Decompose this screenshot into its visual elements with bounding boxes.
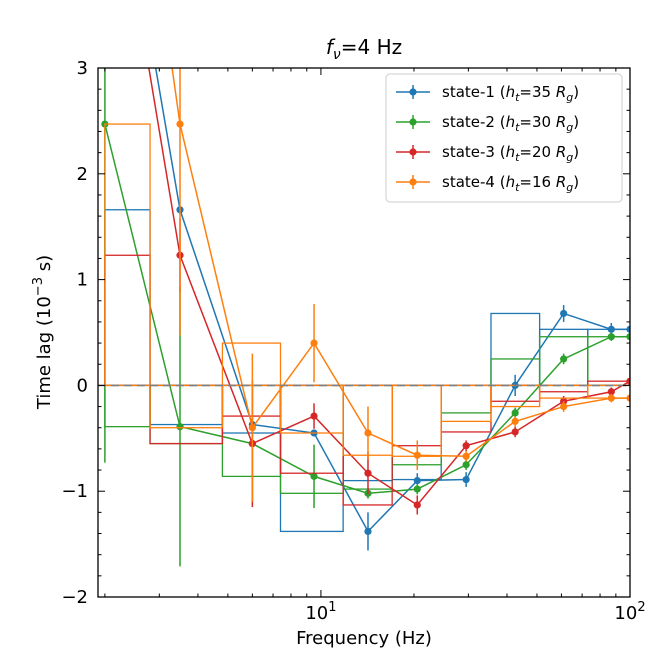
legend: state-1 (ht=35 Rg) state-2 (ht=30 Rg) stat… xyxy=(385,73,623,203)
bin-box xyxy=(279,384,344,533)
y-tick-label: 2 xyxy=(77,164,88,185)
legend-label: state-3 (ht=20 Rg) xyxy=(442,143,579,164)
data-point xyxy=(626,333,630,341)
bin-box xyxy=(149,384,224,445)
y-tick-label: 3 xyxy=(77,58,88,79)
bin-box xyxy=(104,209,151,387)
legend-box xyxy=(385,73,623,203)
data-point xyxy=(176,423,184,431)
bin-box xyxy=(490,312,541,387)
data-point xyxy=(607,333,615,341)
data-point xyxy=(626,325,630,333)
data-point xyxy=(462,475,470,484)
legend-item-state-2: state-2 (ht=30 Rg) xyxy=(396,113,579,134)
data-point xyxy=(607,388,615,396)
bin-box xyxy=(149,384,224,426)
y-tick-label: 1 xyxy=(77,270,88,291)
data-point xyxy=(364,527,372,536)
data-point xyxy=(413,501,421,509)
data-point xyxy=(607,394,615,402)
y-tick-label: 0 xyxy=(77,375,88,396)
legend-label: state-1 (ht=35 Rg) xyxy=(442,83,579,104)
legend-item-state-4: state-4 (ht=16 Rg) xyxy=(396,173,579,194)
data-point xyxy=(462,452,470,460)
data-point xyxy=(560,309,568,318)
data-point xyxy=(462,461,470,469)
bin-box xyxy=(149,384,224,429)
data-point xyxy=(310,412,318,420)
data-point xyxy=(310,472,318,480)
bin-box xyxy=(104,384,151,428)
legend-item-state-3: state-3 (ht=20 Rg) xyxy=(396,143,579,164)
data-point xyxy=(364,429,372,437)
legend-marker xyxy=(409,178,417,186)
tick-layer: −2 −1 0 1 2 3 101 102 xyxy=(61,58,645,624)
bin-box xyxy=(279,384,344,434)
legend-item-state-1: state-1 (ht=35 Rg) xyxy=(396,83,579,104)
y-tick-label: −1 xyxy=(61,481,88,502)
legend-label: state-2 (ht=30 Rg) xyxy=(442,113,579,134)
legend-marker xyxy=(409,148,417,156)
bin-box xyxy=(440,384,492,414)
data-point xyxy=(560,355,568,363)
x-tick-label: 101 xyxy=(305,600,336,624)
bin-box xyxy=(538,384,589,393)
data-point xyxy=(413,477,421,485)
bin-box xyxy=(221,342,282,387)
data-point xyxy=(462,442,470,450)
bin-box xyxy=(104,254,151,387)
bin-box xyxy=(391,384,442,447)
data-point xyxy=(560,402,568,411)
data-point xyxy=(413,485,421,493)
data-point xyxy=(511,409,519,417)
legend-marker xyxy=(409,88,417,96)
data-point xyxy=(176,120,184,128)
data-point xyxy=(626,394,630,402)
data-point xyxy=(511,428,519,436)
data-point xyxy=(607,325,615,333)
data-point xyxy=(626,377,630,385)
data-point xyxy=(248,424,256,432)
bin-box xyxy=(149,384,224,445)
y-tick-label: −2 xyxy=(61,587,88,608)
y-axis-label: Time lag (10−3 s) xyxy=(31,255,55,410)
legend-label: state-4 (ht=16 Rg) xyxy=(442,173,579,194)
data-point xyxy=(364,469,372,477)
data-point xyxy=(511,417,519,425)
plot-frame xyxy=(97,67,631,598)
data-point xyxy=(413,451,421,459)
chart-title: fν=4 Hz xyxy=(326,35,402,63)
x-tick-label: 102 xyxy=(614,600,645,624)
bin-box xyxy=(440,384,492,433)
data-point xyxy=(310,339,318,347)
bin-box xyxy=(440,384,492,423)
legend-marker xyxy=(409,118,417,126)
x-axis-label: Frequency (Hz) xyxy=(296,628,432,649)
